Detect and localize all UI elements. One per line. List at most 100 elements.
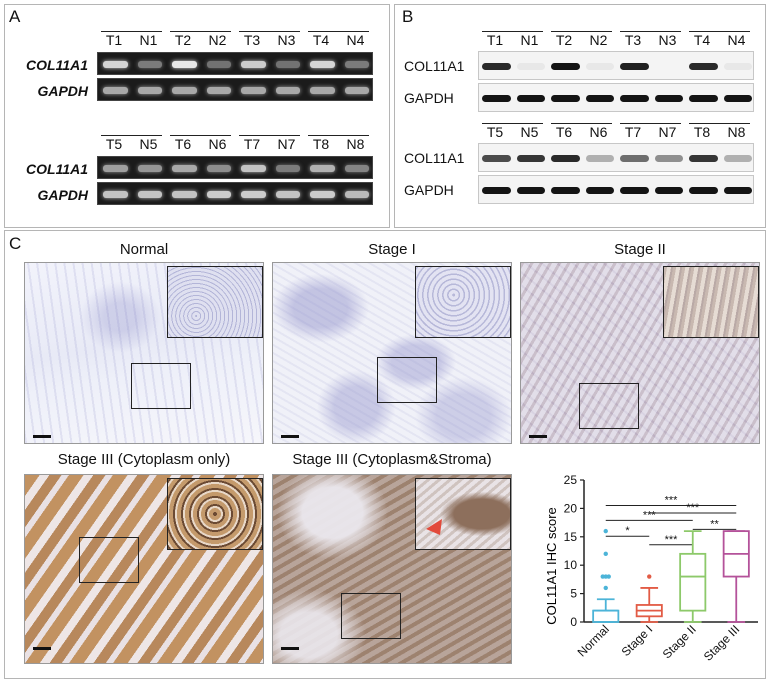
lane-label: T6 <box>174 136 192 152</box>
blot-band <box>620 63 649 70</box>
x-tick-label: Stage II <box>660 622 699 661</box>
lane-label: T5 <box>105 136 123 152</box>
outlier-point <box>606 574 611 579</box>
scale-bar-stage-ii <box>529 435 547 438</box>
gel-band <box>172 191 197 198</box>
scale-bar-normal <box>33 435 51 438</box>
y-tick-label: 20 <box>564 501 578 515</box>
blot-band <box>482 95 511 102</box>
ihc-roi-stage-iii-cyto <box>79 537 139 583</box>
gel-band <box>103 191 128 198</box>
gel-band <box>137 191 162 198</box>
blot-band <box>516 155 545 162</box>
lane-label: N2 <box>589 32 608 48</box>
gel-band <box>344 191 369 198</box>
outlier-point <box>603 528 608 534</box>
blot-band <box>620 187 649 194</box>
lane-pair-line <box>620 123 681 124</box>
blot-band <box>689 155 718 162</box>
gel-strip <box>97 78 373 101</box>
blot-row-label: COL11A1 <box>404 58 465 74</box>
gel-strip <box>97 52 373 75</box>
blot-band <box>585 63 614 70</box>
blot-band <box>482 63 511 70</box>
panel-a-letter: A <box>9 7 21 26</box>
y-tick-label: 5 <box>570 587 577 601</box>
blot-band <box>482 155 511 162</box>
lane-label: N5 <box>520 124 539 140</box>
gel-band <box>241 165 266 172</box>
blot-band <box>723 63 752 70</box>
lane-label: N5 <box>139 136 158 152</box>
gel-band <box>172 87 197 94</box>
lane-label: T8 <box>693 124 711 140</box>
blot-strip <box>478 175 754 204</box>
y-tick-label: 0 <box>570 615 577 629</box>
gel-row-label: COL11A1 <box>26 57 88 73</box>
gel-band <box>275 87 300 94</box>
lane-label: T2 <box>555 32 573 48</box>
lane-pair-line <box>308 135 369 136</box>
lane-label: N4 <box>727 32 746 48</box>
x-tick-label: Stage III <box>701 622 743 664</box>
blot-band <box>689 187 718 194</box>
ihc-title-stage-ii: Stage II <box>614 241 666 258</box>
gel-row-label: COL11A1 <box>26 161 88 177</box>
blot-band <box>551 95 580 102</box>
blot-band <box>551 155 580 162</box>
ihc-inset-stage-ii <box>663 266 759 338</box>
gel-band <box>172 61 197 68</box>
significance-label: *** <box>686 502 700 514</box>
lane-pair-line <box>551 123 612 124</box>
box <box>592 609 620 623</box>
arrowhead-icon <box>426 519 442 535</box>
lane-label: T5 <box>486 124 504 140</box>
y-tick-label: 15 <box>564 530 578 544</box>
blot-band <box>723 95 752 102</box>
ihc-roi-normal <box>131 363 191 409</box>
blot-band <box>689 95 718 102</box>
gel-band <box>275 61 300 68</box>
lane-pair-line <box>239 135 300 136</box>
lane-pair-line <box>482 31 543 32</box>
lane-label: N8 <box>727 124 746 140</box>
blot-strip <box>478 51 754 80</box>
panel-c-letter: C <box>9 234 22 253</box>
significance-label: *** <box>665 495 679 507</box>
gel-band <box>310 87 335 94</box>
ihc-inset-stage-i <box>415 266 511 338</box>
significance-label: ** <box>710 518 719 530</box>
blot-band <box>654 187 683 194</box>
gel-band <box>310 191 335 198</box>
blot-band <box>516 63 545 70</box>
lane-label: N3 <box>277 32 296 48</box>
lane-label: N7 <box>277 136 296 152</box>
gel-band <box>137 87 162 94</box>
gel-band <box>344 61 369 68</box>
ihc-title-normal: Normal <box>119 241 169 258</box>
lane-label: N7 <box>658 124 677 140</box>
lane-label: N4 <box>346 32 365 48</box>
lane-pair-line <box>170 31 231 32</box>
blot-band <box>482 187 511 194</box>
x-tick-label: Stage I <box>619 622 656 659</box>
gel-band <box>206 61 231 68</box>
lane-label: T1 <box>486 32 504 48</box>
blot-band <box>654 95 683 102</box>
ihc-image-stage-iii-cyto <box>24 474 264 664</box>
scale-bar-stage-iii-stroma <box>281 647 299 650</box>
lane-label: N6 <box>208 136 227 152</box>
gel-band <box>344 87 369 94</box>
lane-label: N1 <box>139 32 158 48</box>
gel-strip <box>97 156 373 179</box>
lane-pair-line <box>239 31 300 32</box>
y-tick-label: 10 <box>564 558 578 572</box>
gel-row-label: GAPDH <box>37 83 88 99</box>
y-axis-label: COL11A1 IHC score <box>544 507 559 625</box>
lane-pair-line <box>689 123 750 124</box>
ihc-roi-stage-iii-stroma <box>341 593 401 639</box>
significance-label: *** <box>643 509 657 521</box>
ihc-title-stage-iii-cyto: Stage III (Cytoplasm only) <box>57 451 231 468</box>
gel-row-label: GAPDH <box>37 187 88 203</box>
lane-label: T4 <box>312 32 330 48</box>
